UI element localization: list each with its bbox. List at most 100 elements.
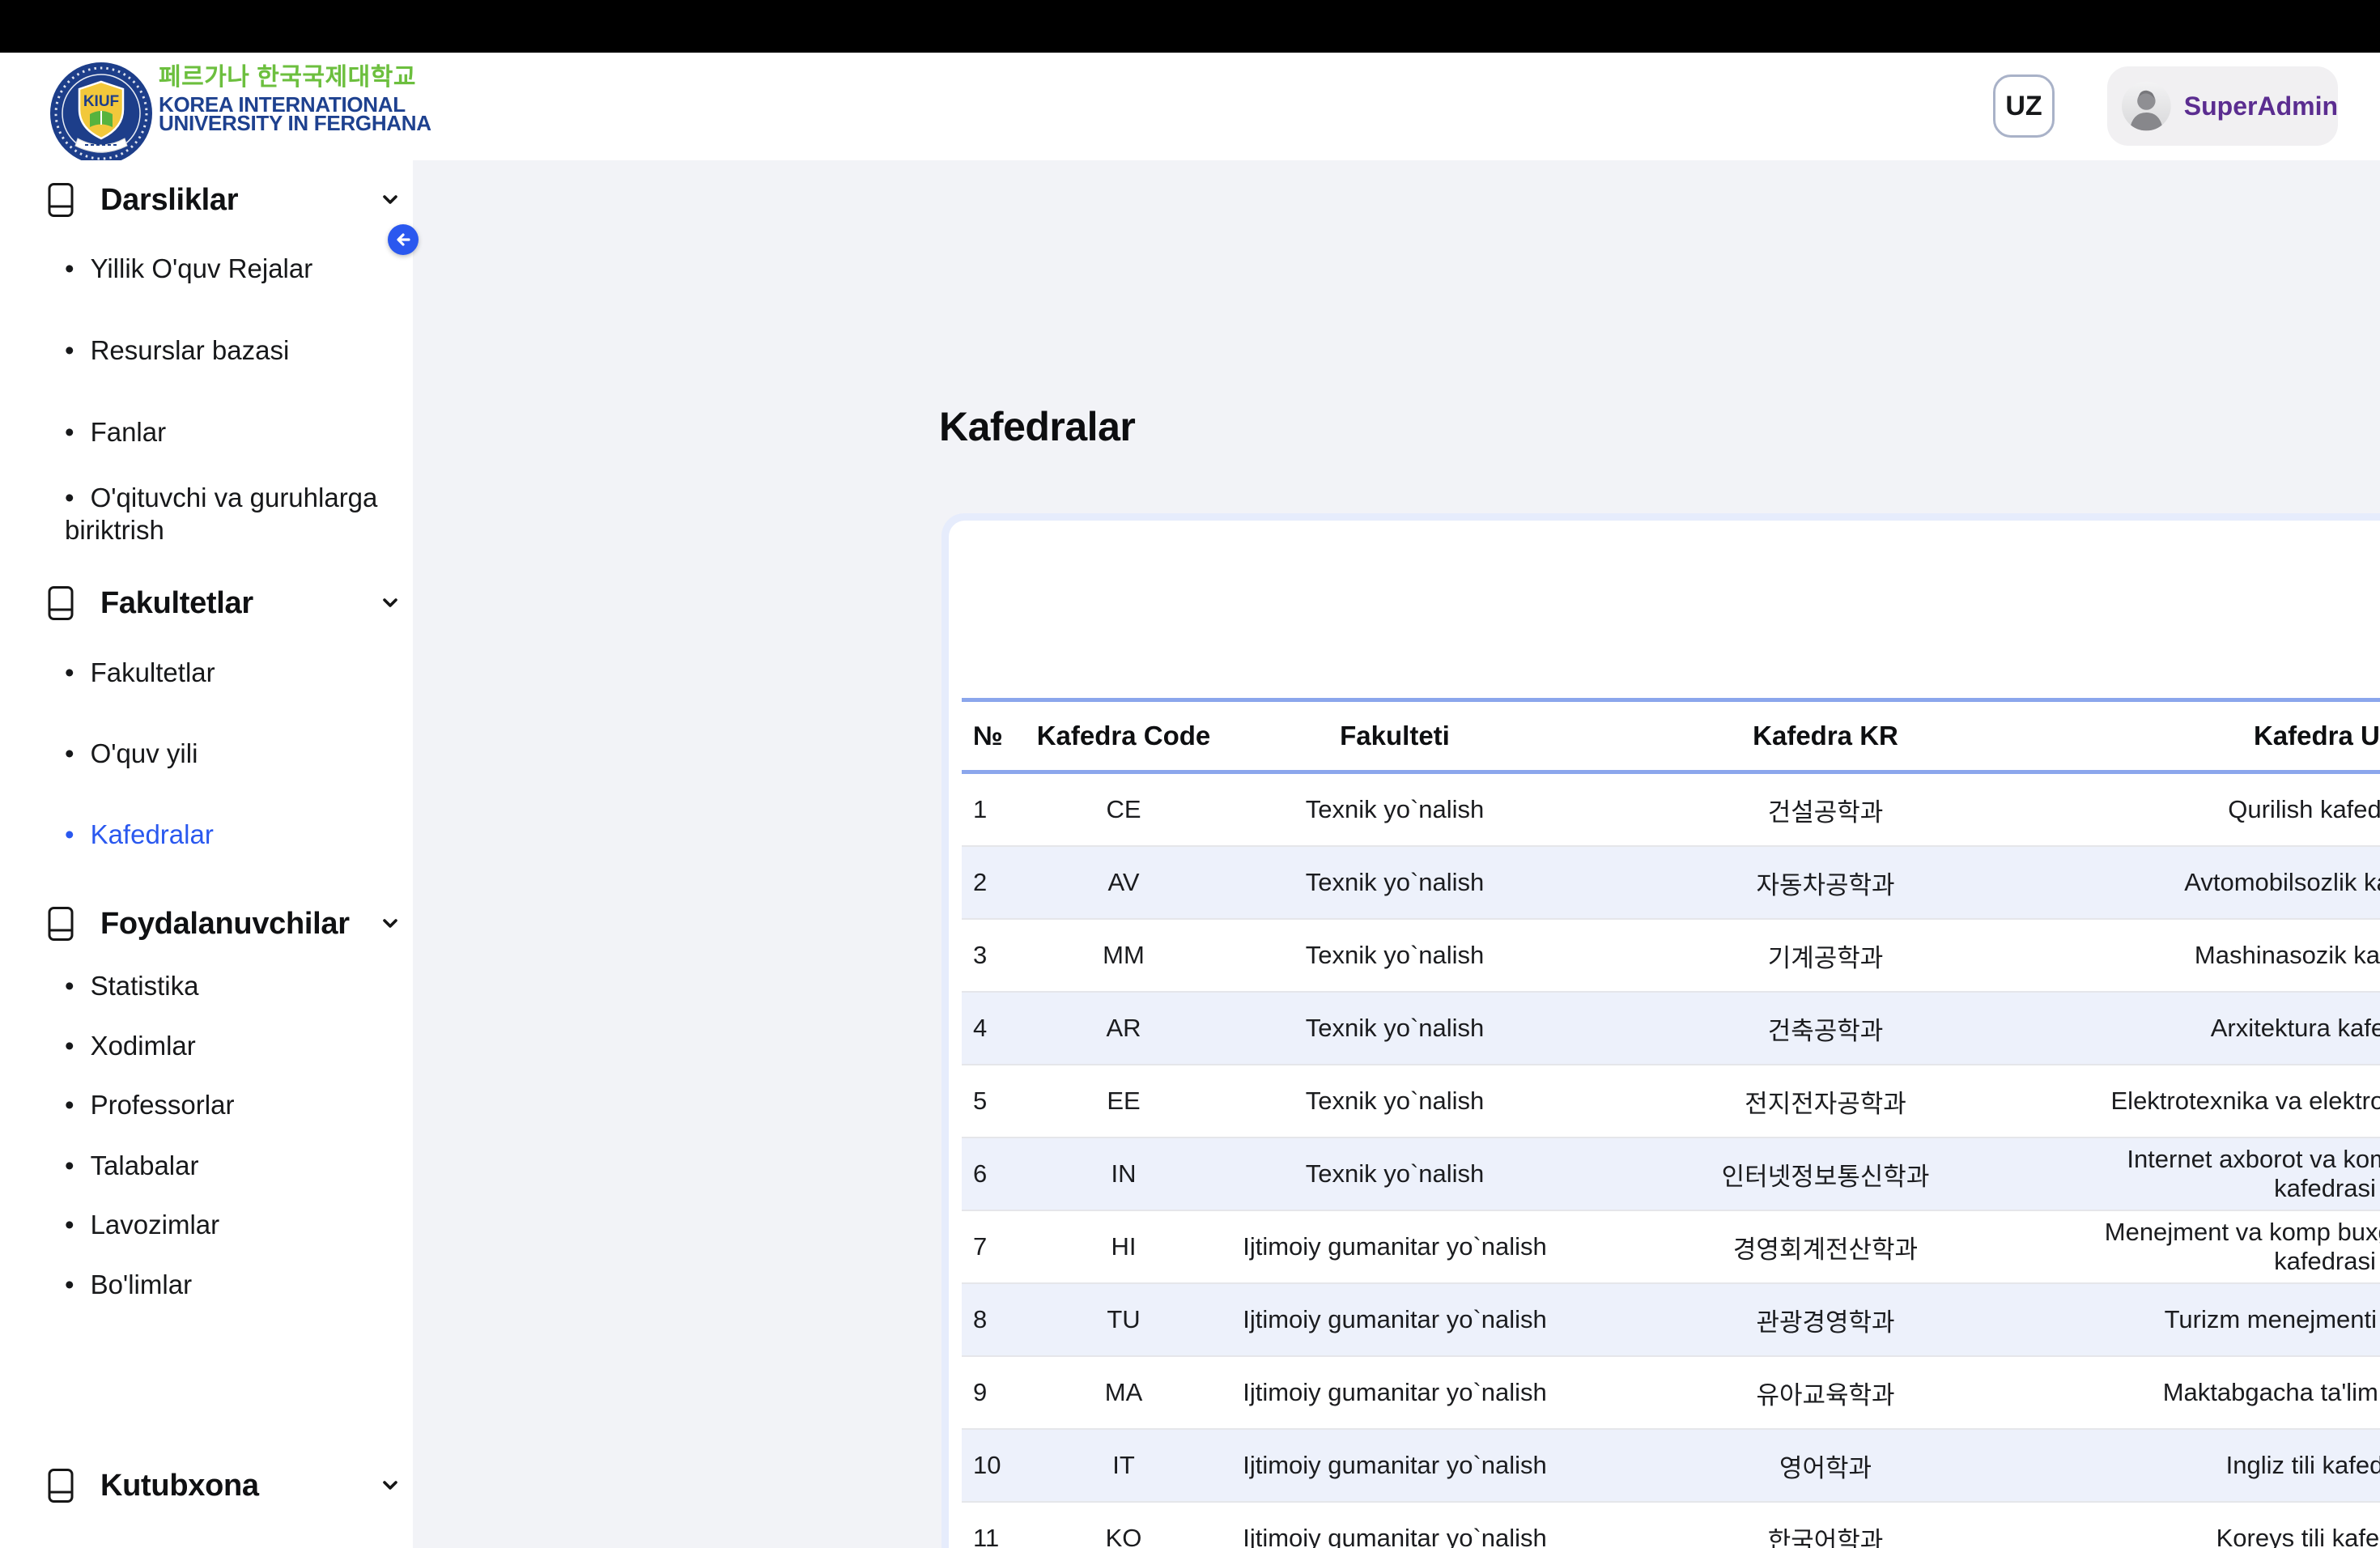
col-header-number: № [973, 721, 1003, 751]
table-row: 10 IT Ijtimoiy gumanitar yo`nalish 영어학과 … [962, 1430, 2380, 1503]
brand-name-line2: UNIVERSITY IN FERGHANA [159, 111, 431, 135]
chevron-down-icon [383, 1481, 397, 1490]
sidebar-item-fanlar[interactable]: • Fanlar [0, 416, 380, 449]
cell-kr-name: 인터넷정보통신학과 [1721, 1162, 1930, 1191]
col-header-code: Kafedra Code [1036, 721, 1211, 751]
sidebar-collapse-button[interactable] [388, 224, 419, 255]
sidebar-item-label: Fakultetlar [90, 657, 215, 687]
cell-number: 6 [973, 1159, 988, 1188]
sidebar-section-label: Kutubxona [100, 1468, 259, 1503]
cell-kr-name: 전지전자공학과 [1745, 1089, 1906, 1118]
cell-code: CE [1106, 795, 1141, 823]
cell-number: 9 [973, 1378, 988, 1406]
sidebar-item-resurslar-bazasi[interactable]: • Resurslar bazasi [0, 334, 380, 367]
user-menu-button[interactable]: SuperAdmin [2107, 66, 2338, 146]
table-header-row: № Kafedra Code Fakulteti Kafedra KR Kafe… [962, 698, 2380, 774]
cell-faculty: Texnik yo`nalish [1305, 1159, 1485, 1188]
cell-kr-name: 관광경영학과 [1756, 1308, 1895, 1337]
bullet-icon: • [65, 1031, 74, 1061]
sidebar-item-label: Statistika [90, 971, 199, 1001]
sidebar-item-fakultetlar[interactable]: • Fakultetlar [0, 657, 380, 689]
cell-faculty: Texnik yo`nalish [1305, 1014, 1485, 1042]
sidebar-item-label: O'qituvchi va guruhlarga biriktrish [65, 483, 378, 545]
bullet-icon: • [65, 1150, 74, 1180]
bullet-icon: • [65, 417, 74, 447]
cell-kr-name: 건설공학과 [1767, 797, 1884, 827]
cell-number: 11 [973, 1524, 1000, 1548]
cell-kr-name: 자동차공학과 [1756, 870, 1895, 899]
table-row: 5 EE Texnik yo`nalish 전지전자공학과 Elektrotex… [962, 1065, 2380, 1138]
sidebar-item-label: Bo'limlar [90, 1269, 193, 1299]
sidebar-item-lavozimlar[interactable]: • Lavozimlar [0, 1209, 380, 1241]
cell-number: 10 [973, 1451, 1001, 1479]
departments-table: № Kafedra Code Fakulteti Kafedra KR Kafe… [962, 698, 2380, 1548]
cell-code: HI [1111, 1232, 1137, 1261]
table-row: 3 MM Texnik yo`nalish 기계공학과 Mashinasozik… [962, 920, 2380, 993]
brand-name-line1: KOREA INTERNATIONAL [159, 92, 406, 117]
sidebar-item-label: Resurslar bazasi [90, 335, 290, 365]
sidebar-item-label: Talabalar [90, 1150, 199, 1180]
cell-uz-name: Menejment va komp buxgalteriya hisobi ka… [2104, 1218, 2380, 1275]
cell-uz-name: Avtomobilsozlik kafedrasi [2184, 868, 2380, 896]
chevron-down-icon [383, 919, 397, 928]
sidebar-section-darsliklar[interactable]: Darsliklar [0, 172, 413, 228]
top-black-bar [0, 0, 2380, 53]
table-row: 6 IN Texnik yo`nalish 인터넷정보통신학과 Internet… [962, 1138, 2380, 1211]
col-header-kr: Kafedra KR [1753, 721, 1898, 751]
sidebar-item-statistika[interactable]: • Statistika [0, 970, 380, 1002]
sidebar-item-yillik-o-quv-rejalar[interactable]: • Yillik O'quv Rejalar [0, 253, 380, 285]
sidebar-item-o-qituvchi-va-guruhlarga-biriktrish[interactable]: • O'qituvchi va guruhlarga biriktrish [0, 482, 380, 546]
cell-faculty: Ijtimoiy gumanitar yo`nalish [1243, 1378, 1547, 1406]
bullet-icon: • [65, 1269, 74, 1299]
sidebar-item-label: Xodimlar [90, 1031, 196, 1061]
sidebar-item-bo-limlar[interactable]: • Bo'limlar [0, 1269, 380, 1301]
sidebar-section-foydalanuvchilar[interactable]: Foydalanuvchilar [0, 895, 413, 952]
cell-uz-name: Internet axborot va kommunikatsiya kafed… [2127, 1145, 2380, 1202]
col-header-faculty: Fakulteti [1340, 721, 1450, 751]
cell-code: AV [1107, 868, 1140, 896]
cell-code: EE [1107, 1087, 1141, 1115]
table-row: 2 AV Texnik yo`nalish 자동차공학과 Avtomobilso… [962, 847, 2380, 920]
cell-uz-name: Qurilish kafedrasi [2228, 795, 2380, 823]
table-row: 1 CE Texnik yo`nalish 건설공학과 Qurilish kaf… [962, 774, 2380, 847]
cell-uz-name: Koreys tili kafedrasi [2216, 1524, 2380, 1548]
bullet-icon: • [65, 971, 74, 1001]
cell-number: 1 [973, 795, 988, 823]
cell-kr-name: 한국어학과 [1767, 1526, 1884, 1548]
sidebar-item-label: Lavozimlar [90, 1210, 220, 1240]
arrow-left-icon [397, 233, 410, 246]
user-name: SuperAdmin [2183, 91, 2338, 121]
brand-text: 페르가나 한국국제대학교 KOREA INTERNATIONAL UNIVERS… [159, 66, 431, 135]
cell-uz-name: Turizm menejmenti kafedrasi [2164, 1305, 2380, 1333]
book-icon [48, 586, 74, 620]
cell-number: 5 [973, 1087, 988, 1115]
cell-code: TU [1107, 1305, 1141, 1333]
main-content: Kafedralar Yangi Qo'shish Export all № K… [413, 160, 2380, 1548]
sidebar-item-xodimlar[interactable]: • Xodimlar [0, 1030, 380, 1062]
cell-uz-name: Arxitektura kafedrasi [2210, 1014, 2380, 1042]
table-row: 11 KO Ijtimoiy gumanitar yo`nalish 한국어학과… [962, 1503, 2380, 1548]
table-row: 8 TU Ijtimoiy gumanitar yo`nalish 관광경영학과… [962, 1284, 2380, 1357]
sidebar-item-label: Professorlar [90, 1090, 235, 1120]
cell-kr-name: 유아교육학과 [1756, 1380, 1895, 1410]
sidebar-item-professorlar[interactable]: • Professorlar [0, 1089, 380, 1121]
cell-faculty: Ijtimoiy gumanitar yo`nalish [1243, 1451, 1547, 1479]
language-switcher-button[interactable]: UZ [1993, 74, 2055, 138]
sidebar-item-o-quv-yili[interactable]: • O'quv yili [0, 738, 380, 770]
cell-faculty: Ijtimoiy gumanitar yo`nalish [1243, 1232, 1547, 1261]
svg-text:KIUF: KIUF [83, 93, 119, 110]
cell-code: AR [1106, 1014, 1141, 1042]
sidebar-section-kutubxona[interactable]: Kutubxona [0, 1457, 413, 1514]
cell-faculty: Ijtimoiy gumanitar yo`nalish [1243, 1305, 1547, 1333]
cell-faculty: Texnik yo`nalish [1305, 1087, 1485, 1115]
bullet-icon: • [65, 1090, 74, 1120]
sidebar-item-label: O'quv yili [90, 738, 198, 768]
sidebar-item-kafedralar[interactable]: • Kafedralar [0, 819, 380, 851]
sidebar-section-fakultetlar[interactable]: Fakultetlar [0, 575, 413, 632]
cell-faculty: Ijtimoiy gumanitar yo`nalish [1243, 1524, 1547, 1548]
sidebar-nav: Darsliklar • Yillik O'quv Rejalar • Resursla… [0, 160, 413, 1548]
cell-kr-name: 영어학과 [1779, 1453, 1872, 1482]
cell-code: IN [1111, 1159, 1137, 1188]
bullet-icon: • [65, 483, 74, 512]
sidebar-item-talabalar[interactable]: • Talabalar [0, 1150, 380, 1182]
